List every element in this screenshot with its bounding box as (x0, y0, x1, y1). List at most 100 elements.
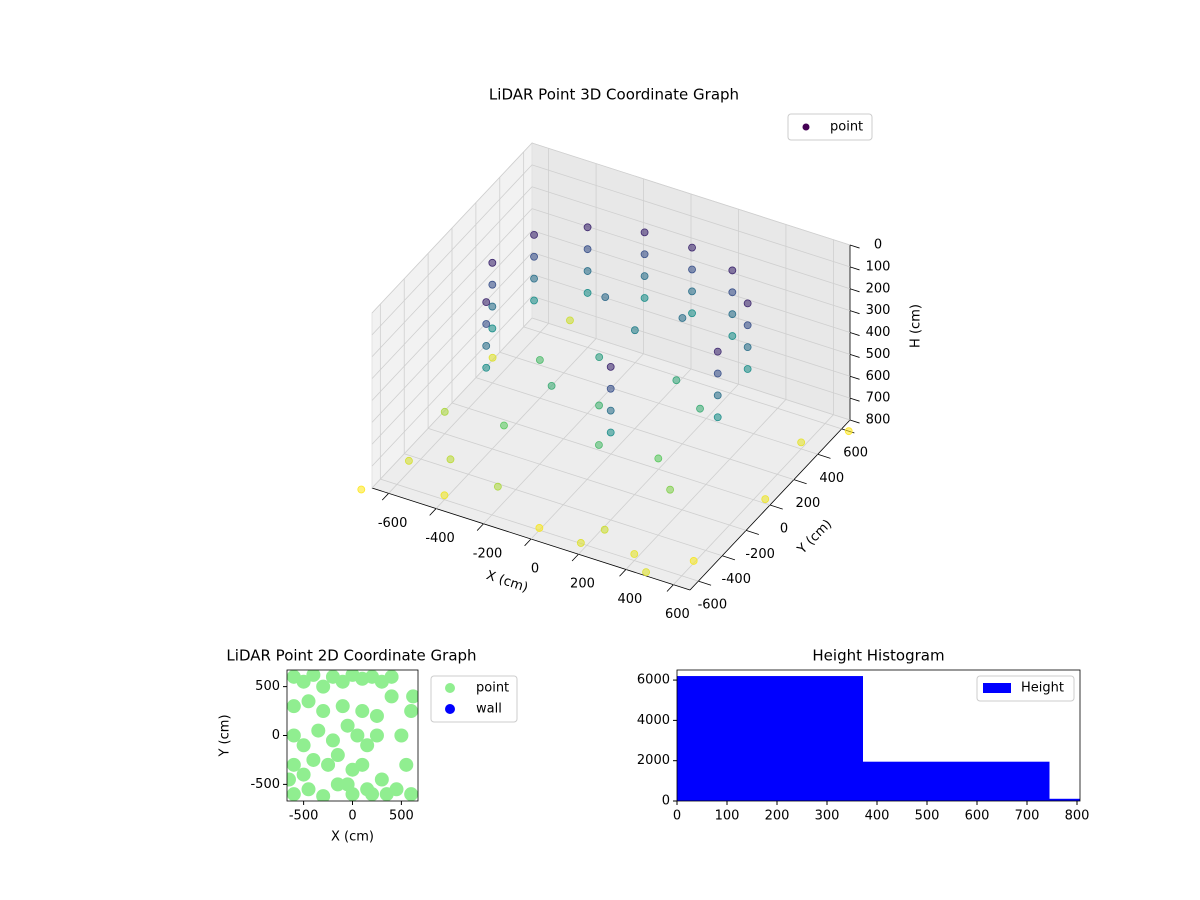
point (404, 704, 418, 719)
y-tick-label: 0 (662, 794, 670, 809)
point (640, 250, 649, 259)
y-tick-label: 400 (819, 471, 844, 486)
point (306, 670, 321, 682)
point (713, 413, 722, 422)
point (630, 550, 639, 558)
grid-line (371, 295, 533, 467)
y-tick-mark (793, 479, 807, 485)
point (287, 772, 296, 787)
point (688, 243, 696, 252)
z-tick-label: 100 (866, 259, 891, 274)
point (844, 427, 853, 436)
x-tick-label: 400 (865, 809, 890, 824)
point (728, 332, 737, 340)
x-tick-mark (524, 538, 532, 547)
point (743, 299, 752, 308)
y-tick-label: -600 (698, 598, 728, 613)
point (713, 347, 722, 356)
point (595, 441, 603, 449)
grid-line (404, 453, 723, 557)
grid-line (371, 317, 533, 489)
point (399, 757, 414, 772)
point (405, 456, 413, 465)
point (394, 728, 409, 743)
z-tick-mark (849, 375, 860, 380)
legend-label: wall (476, 702, 502, 717)
point (379, 787, 394, 801)
grid-line (371, 186, 533, 358)
grid-line (523, 326, 842, 430)
point (301, 782, 316, 797)
x-tick-label: 700 (1015, 809, 1040, 824)
y-tick-label: 0 (272, 728, 280, 743)
legend-box (976, 675, 1075, 702)
point (640, 228, 649, 237)
y-tick-label: 200 (795, 496, 820, 511)
x-tick-label: -200 (473, 546, 503, 561)
point (688, 287, 696, 296)
grid-line (371, 164, 533, 336)
point (640, 272, 649, 281)
point (728, 266, 737, 275)
point (355, 757, 370, 772)
z-tick-label: 400 (866, 325, 891, 340)
y-tick-label: 4000 (637, 713, 670, 728)
point (696, 404, 704, 413)
point (406, 689, 418, 704)
grid-line (531, 164, 851, 268)
x-tick-label: 500 (389, 809, 414, 824)
point (576, 539, 585, 547)
y-tick-label: -400 (721, 572, 751, 587)
point (761, 495, 770, 504)
point (678, 314, 687, 322)
point (369, 728, 384, 743)
point (482, 363, 491, 372)
point (689, 557, 698, 565)
grid-line (499, 351, 818, 455)
point (797, 438, 806, 447)
z-tick-mark (849, 310, 860, 315)
grid-line (475, 377, 795, 481)
point (301, 694, 316, 709)
x-tick-label: 300 (815, 809, 840, 824)
point (642, 568, 650, 577)
point (316, 679, 331, 694)
point (583, 267, 592, 275)
z-tick-mark (849, 353, 860, 358)
x-tick-label: 600 (665, 607, 690, 622)
point (535, 524, 544, 532)
grid-line (427, 427, 747, 531)
grid-line (531, 317, 851, 421)
point (530, 231, 538, 239)
point (583, 289, 592, 297)
point (630, 326, 639, 335)
point (547, 381, 556, 390)
legend-label: Height (1021, 681, 1064, 696)
x-tick-mark (476, 523, 484, 531)
x-tick-label: 400 (618, 592, 643, 607)
y-tick-mark (817, 453, 831, 459)
point (688, 265, 696, 274)
x-tick-label: 200 (570, 577, 595, 592)
chart-title: Height Histogram (812, 647, 944, 665)
point (482, 320, 491, 328)
point (340, 718, 355, 733)
y-tick-label: 0 (780, 522, 788, 537)
x-tick-label: 0 (531, 562, 539, 577)
point (384, 689, 399, 704)
point (654, 454, 663, 463)
point (606, 428, 615, 437)
y-tick-label: 6000 (637, 673, 670, 688)
x-axis-label: X (cm) (484, 568, 530, 596)
point (350, 728, 365, 743)
x-tick-mark (381, 493, 389, 501)
point (440, 491, 449, 500)
point (446, 455, 455, 464)
x-tick-label: 0 (673, 809, 681, 824)
point (316, 789, 331, 801)
point (325, 733, 340, 748)
point (713, 369, 722, 378)
x-tick-mark (619, 569, 627, 577)
point (566, 316, 574, 325)
